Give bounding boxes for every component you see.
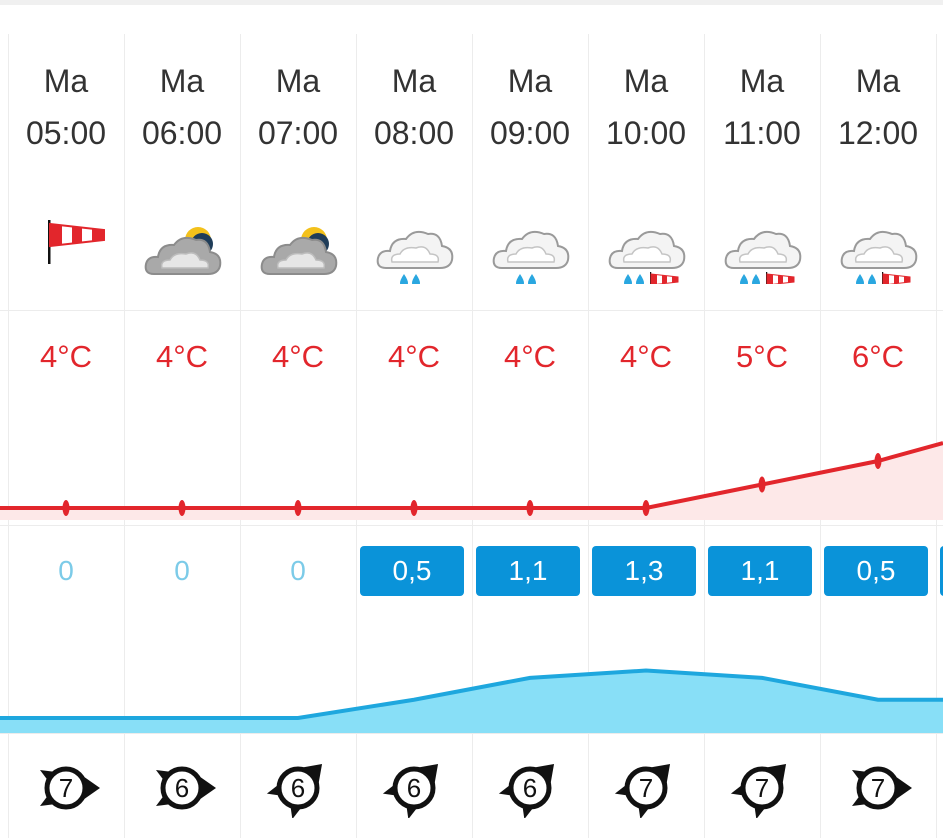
time-label: 08:00 [373, 115, 455, 151]
time-label: 09:00 [489, 115, 571, 151]
column-divider [820, 34, 821, 838]
hour-column[interactable]: Ma 10:00 4°C 1,3 7 [588, 34, 704, 838]
column-divider [124, 34, 125, 838]
wind-direction-icon: 6 [258, 758, 338, 818]
temperature-value: 4°C [619, 339, 673, 374]
rain-icon [490, 194, 570, 284]
day-label: Ma [739, 63, 785, 99]
wind-direction-icon: 7 [838, 758, 918, 818]
time-label: 11:00 [723, 115, 801, 151]
wind-direction-icon: 6 [490, 758, 570, 818]
temperature-value: 4°C [387, 339, 441, 374]
temperature-value: 5°C [735, 339, 789, 374]
precipitation-value: 0 [290, 555, 306, 586]
hour-column[interactable]: Ma 09:00 4°C 1,1 6 [472, 34, 588, 838]
wind-direction-icon: 6 [374, 758, 454, 818]
precipitation-value: 0 [58, 555, 74, 586]
wind-force-label: 7 [638, 773, 654, 803]
next-precipitation-badge [940, 546, 943, 596]
day-label: Ma [507, 63, 553, 99]
day-label: Ma [391, 63, 437, 99]
partly-cloudy-night-icon [142, 194, 222, 284]
wind-force-label: 6 [290, 773, 306, 803]
column-divider [356, 34, 357, 838]
temperature-value: 4°C [503, 339, 557, 374]
column-divider [704, 34, 705, 838]
hour-column[interactable]: Ma 12:00 6°C 0,5 7 [820, 34, 936, 838]
column-divider [8, 34, 9, 838]
rain-wind-icon [722, 194, 802, 284]
section-divider [0, 310, 943, 311]
rain-wind-icon [606, 194, 686, 284]
wind-direction-icon: 7 [606, 758, 686, 818]
section-divider [0, 525, 943, 526]
column-divider [936, 34, 937, 838]
precipitation-value: 1,3 [592, 546, 696, 596]
day-label: Ma [623, 63, 669, 99]
temperature-value: 4°C [271, 339, 325, 374]
wind-force-label: 6 [406, 773, 422, 803]
rain-wind-icon [838, 194, 918, 284]
wind-direction-icon: 7 [26, 758, 106, 818]
day-label: Ma [275, 63, 321, 99]
section-divider [0, 733, 943, 734]
time-label: 12:00 [837, 115, 919, 151]
wind-direction-icon: 6 [142, 758, 222, 818]
hour-column[interactable]: Ma 08:00 4°C 0,5 6 [356, 34, 472, 838]
column-divider [588, 34, 589, 838]
time-label: 07:00 [257, 115, 339, 151]
wind-direction-icon: 7 [722, 758, 802, 818]
precipitation-value: 0,5 [824, 546, 928, 596]
precipitation-value: 0,5 [360, 546, 464, 596]
wind-force-label: 7 [754, 773, 770, 803]
precipitation-value: 1,1 [708, 546, 812, 596]
top-divider [0, 0, 943, 5]
column-divider [472, 34, 473, 838]
wind-force-label: 6 [174, 773, 190, 803]
day-label: Ma [43, 63, 89, 99]
hour-column[interactable]: Ma 05:00 4°C 0 7 [8, 34, 124, 838]
day-label: Ma [159, 63, 205, 99]
column-divider [240, 34, 241, 838]
day-label: Ma [855, 63, 901, 99]
precipitation-value: 0 [174, 555, 190, 586]
wind-force-label: 6 [522, 773, 538, 803]
hour-column[interactable]: Ma 11:00 5°C 1,1 7 [704, 34, 820, 838]
hour-column[interactable]: Ma 06:00 4°C 0 6 [124, 34, 240, 838]
wind-force-label: 7 [870, 773, 886, 803]
partly-cloudy-night-icon [258, 194, 338, 284]
temperature-value: 4°C [39, 339, 93, 374]
hour-column[interactable]: Ma 07:00 4°C 0 6 [240, 34, 356, 838]
time-label: 10:00 [605, 115, 687, 151]
time-label: 05:00 [25, 115, 107, 151]
time-label: 06:00 [141, 115, 223, 151]
temperature-value: 6°C [851, 339, 905, 374]
windsock-icon [26, 194, 106, 284]
wind-force-label: 7 [58, 773, 74, 803]
rain-icon [374, 194, 454, 284]
precipitation-value: 1,1 [476, 546, 580, 596]
temperature-value: 4°C [155, 339, 209, 374]
